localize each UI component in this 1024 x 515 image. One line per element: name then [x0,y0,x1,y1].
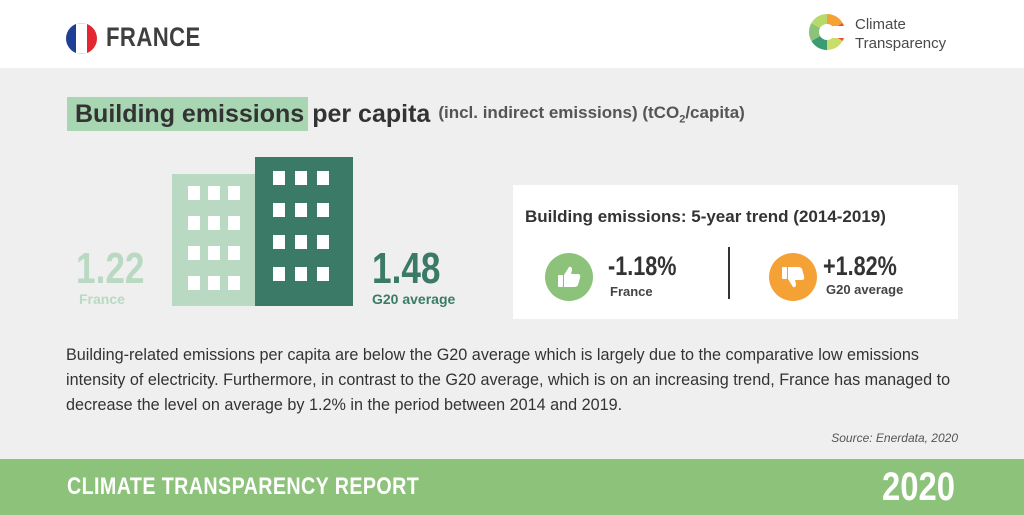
climate-transparency-logo-icon [808,13,847,51]
title-unit-sub: 2 [679,113,686,126]
footer: CLIMATE TRANSPARENCY REPORT 2020 [0,459,1024,515]
header: FRANCE Climate Transparency [0,0,1024,68]
section-title: Building emissions per capita (incl. ind… [67,97,745,131]
thumbs-down-icon [769,253,817,301]
logo-text-line1: Climate [855,16,906,33]
trend-title: Building emissions: 5-year trend (2014-2… [525,207,886,226]
g20-trend-value: +1.82% [823,251,897,281]
title-unit-pre: (incl. indirect emissions) (tCO [438,102,680,122]
title-rest: per capita [312,99,431,128]
france-building-icon [172,174,258,306]
thumbs-up-icon [545,253,593,301]
france-flag-icon [66,23,97,54]
title-highlight: Building emissions [67,97,309,131]
g20-building-icon [255,157,353,306]
logo-text: Climate Transparency [855,15,946,53]
footer-title: CLIMATE TRANSPARENCY REPORT [67,473,420,500]
g20-value: 1.48 [372,244,441,293]
description-text: Building-related emissions per capita ar… [66,346,951,414]
france-label: France [79,291,125,307]
france-trend-label: France [610,284,653,299]
g20-label: G20 average [372,291,456,307]
source-note: Source: Enerdata, 2020 [831,431,958,445]
trend-divider [728,247,730,299]
g20-trend-label: G20 average [826,282,904,297]
logo-text-line2: Transparency [855,35,947,52]
trend-card: Building emissions: 5-year trend (2014-2… [513,185,958,319]
france-trend-value: -1.18% [608,251,677,281]
france-value: 1.22 [76,244,145,293]
footer-year: 2020 [882,465,955,509]
title-unit-post: /capita) [685,102,745,122]
country-name: FRANCE [106,22,201,52]
main-panel: Building emissions per capita (incl. ind… [0,68,1024,459]
title-unit: (incl. indirect emissions) (tCO2/capita) [438,103,745,125]
